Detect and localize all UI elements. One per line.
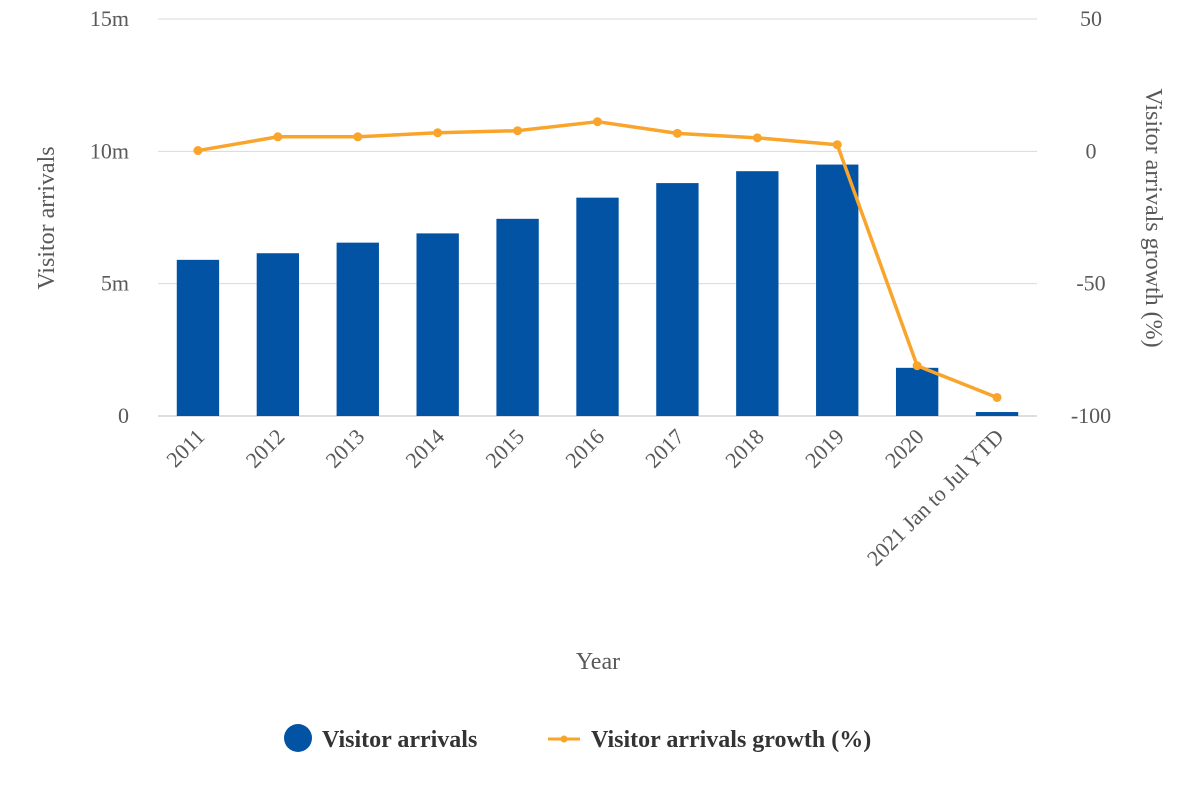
x-tick-label: 2017 <box>640 424 689 473</box>
x-tick-label: 2020 <box>880 424 929 473</box>
bar <box>416 233 459 416</box>
x-tick-label: 2014 <box>400 424 449 473</box>
x-tick-label: 2016 <box>560 424 609 473</box>
legend-bar-marker <box>284 724 312 752</box>
growth-point <box>513 126 523 136</box>
bar <box>975 412 1019 416</box>
legend-line-dot <box>560 735 568 743</box>
growth-point <box>273 132 283 142</box>
bar-series <box>176 164 1019 416</box>
y-axis-title: Visitor arrivals <box>34 146 60 289</box>
bar <box>176 259 220 416</box>
legend: Visitor arrivals Visitor arrivals growth… <box>284 724 871 753</box>
bar <box>256 253 300 416</box>
growth-point <box>992 392 1002 402</box>
bar <box>336 242 379 416</box>
growth-point <box>193 146 203 156</box>
bar <box>656 183 699 416</box>
y2-tick-label: 50 <box>1080 6 1102 31</box>
legend-item-line[interactable]: Visitor arrivals growth (%) <box>548 727 871 753</box>
legend-bar-label: Visitor arrivals <box>322 727 477 753</box>
x-axis-ticks: 2011 2012 2013 2014 2015 2016 2017 2018 2019 2020… <box>161 424 1008 571</box>
growth-point <box>433 128 443 138</box>
y2-tick-label: -50 <box>1076 271 1105 296</box>
bar <box>816 164 859 416</box>
x-tick-label: 2013 <box>321 424 370 473</box>
growth-point <box>353 132 363 142</box>
x-tick-label: 2011 <box>161 424 209 472</box>
growth-point <box>752 133 762 143</box>
line-series <box>193 117 1002 402</box>
bar <box>496 218 539 416</box>
x-axis-title: Year <box>576 649 620 675</box>
x-tick-label: 2021 Jan to Jul YTD <box>862 424 1009 571</box>
bar <box>576 197 619 416</box>
left-axis-ticks: 0 5m 10m 15m <box>90 6 129 428</box>
growth-point <box>912 361 922 371</box>
y-tick-label: 10m <box>90 138 129 163</box>
growth-point <box>672 128 682 138</box>
x-tick-label: 2015 <box>480 424 529 473</box>
y-tick-label: 0 <box>118 403 129 428</box>
bar <box>895 367 939 416</box>
x-tick-label: 2019 <box>800 424 849 473</box>
x-tick-label: 2018 <box>720 424 769 473</box>
y-tick-label: 5m <box>101 271 129 296</box>
bar <box>736 171 779 416</box>
y2-tick-label: 0 <box>1086 138 1097 163</box>
y-tick-label: 15m <box>90 6 129 31</box>
growth-point <box>593 117 602 127</box>
right-axis-ticks: -100 -50 0 50 <box>1071 6 1111 428</box>
x-tick-label: 2012 <box>241 424 290 473</box>
growth-point <box>832 140 842 150</box>
y2-tick-label: -100 <box>1071 403 1111 428</box>
legend-item-bars[interactable]: Visitor arrivals <box>284 724 477 753</box>
legend-line-label: Visitor arrivals growth (%) <box>591 727 871 753</box>
y2-axis-title: Visitor arrivals growth (%) <box>1140 88 1166 347</box>
